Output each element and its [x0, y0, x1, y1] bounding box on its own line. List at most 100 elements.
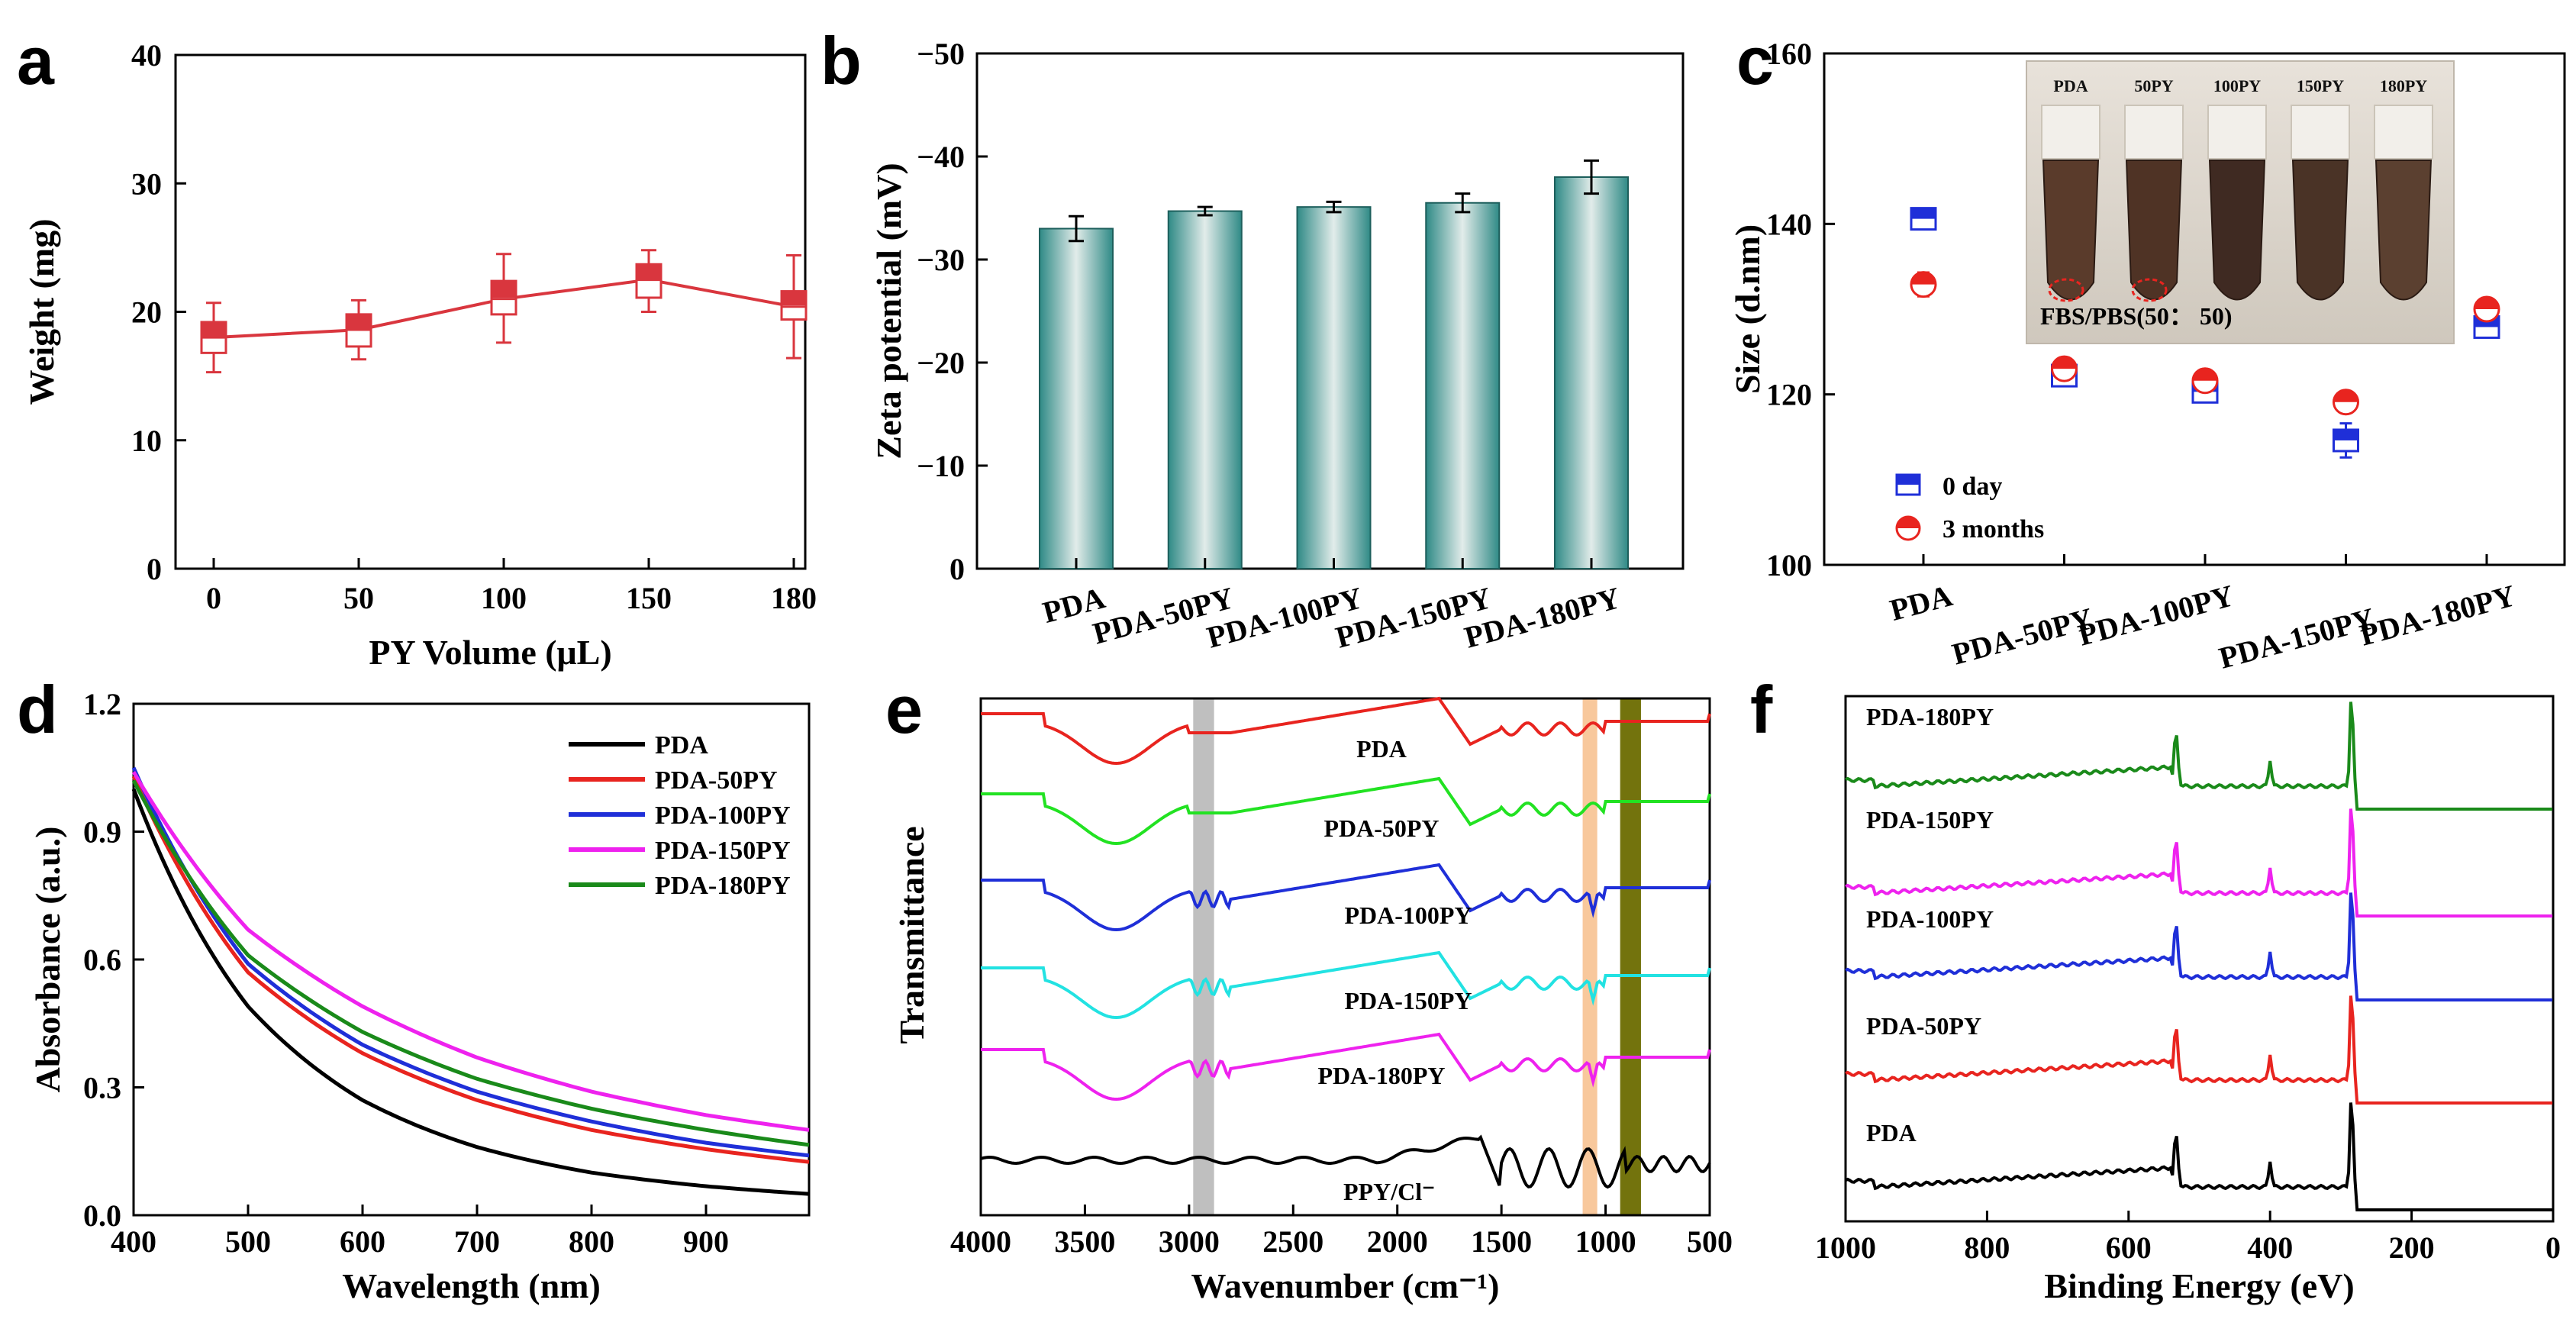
- y-tick-label: 0.9: [83, 815, 121, 850]
- absorbance-line: [131, 788, 810, 1196]
- box-fill: [782, 291, 806, 306]
- y-tick-label: 20: [131, 295, 162, 330]
- y-axis-label: Zeta potential (mV): [869, 163, 908, 459]
- panel-letter-e: e: [885, 672, 923, 747]
- x-tick-label: 0: [2545, 1230, 2561, 1265]
- absorbance-line: [131, 775, 810, 1164]
- box-fill: [202, 321, 226, 338]
- xps-spectrum: [1845, 701, 2553, 811]
- highlight-band: [1193, 698, 1214, 1215]
- x-axis-label: Wavelength (nm): [342, 1266, 601, 1305]
- tube-label: PDA: [2053, 76, 2088, 95]
- vial-body: [2291, 160, 2349, 301]
- panel-e: e 4000 3500 3000 2500 2000 1500 1000 500 Wavenumb…: [885, 672, 1733, 1305]
- y-tick-label: 0: [147, 552, 162, 586]
- tube-label: 50PY: [2134, 76, 2173, 95]
- y-tick-label: 0.3: [83, 1071, 121, 1105]
- x-tick-label: 200: [2389, 1230, 2435, 1265]
- spectrum-label: PDA-150PY: [1344, 987, 1472, 1014]
- vial-cap: [2291, 105, 2350, 160]
- y-tick-label: 40: [131, 38, 162, 73]
- y-tick-label: 10: [131, 424, 162, 458]
- x-tick-label: 3500: [1054, 1224, 1115, 1259]
- panel-e-frame: [979, 697, 1711, 1217]
- vial-cap: [2374, 105, 2433, 160]
- y-axis-label: Absorbance (a.u.): [28, 827, 67, 1093]
- x-tick-label: 0: [206, 581, 221, 615]
- vial-body: [2374, 160, 2433, 301]
- xps-label: PDA-100PY: [1866, 905, 1994, 933]
- x-tick-label: 500: [1687, 1224, 1733, 1259]
- x-tick-label: 50: [343, 581, 374, 615]
- y-tick-label: −50: [917, 37, 965, 71]
- ftir-spectrum-ppy: [980, 1134, 1711, 1189]
- x-tick-label: 4000: [950, 1224, 1011, 1259]
- legend-label-0-day: 0 day: [1942, 472, 2002, 501]
- x-tick-label: 1500: [1471, 1224, 1532, 1259]
- panel-c-frame: [1823, 52, 2566, 566]
- xps-label: PDA-180PY: [1866, 703, 1994, 731]
- y-tick-label: 120: [1766, 378, 1812, 412]
- x-tick-label: 1000: [1575, 1224, 1636, 1259]
- xps-spectrum: [1845, 1102, 2553, 1211]
- x-tick-label: PDA-50PY: [1949, 601, 2097, 671]
- legend-label: PDA: [655, 731, 708, 760]
- spectrum-label-ppy: PPY/Cl⁻: [1343, 1178, 1435, 1205]
- x-tick-label: PDA-100PY: [2075, 578, 2237, 653]
- x-tick-label: 2500: [1262, 1224, 1323, 1259]
- vial-cap: [2124, 105, 2184, 160]
- y-tick-label: −40: [917, 140, 965, 174]
- panel-f-frame: [1844, 695, 2555, 1223]
- panel-letter-a: a: [17, 23, 55, 98]
- y-tick-label: −20: [917, 346, 965, 380]
- y-tick-label: −30: [917, 243, 965, 277]
- y-tick-label: 0.0: [83, 1198, 121, 1233]
- x-tick-label: 180: [771, 581, 817, 615]
- absorbance-line: [131, 766, 810, 1158]
- x-tick-label: 800: [569, 1224, 614, 1259]
- precipitate-circle: [2048, 278, 2084, 302]
- xps-label: PDA-50PY: [1866, 1012, 1981, 1040]
- y-axis-label: Weight (mg): [22, 218, 61, 405]
- x-tick-label: 400: [2247, 1230, 2293, 1265]
- x-tick-label: 800: [1964, 1230, 2010, 1265]
- x-tick-label: 500: [225, 1224, 271, 1259]
- panel-letter-c: c: [1736, 23, 1774, 98]
- x-tick-label: 2000: [1367, 1224, 1428, 1259]
- x-axis-label: Wavenumber (cm⁻¹): [1191, 1266, 1500, 1305]
- panel-letter-d: d: [17, 672, 58, 747]
- marker-0-day-fill: [1911, 208, 1936, 219]
- legend-label-3-months: 3 months: [1942, 515, 2044, 543]
- tube-label: 100PY: [2213, 76, 2261, 95]
- box-fill: [492, 281, 516, 298]
- absorbance-line: [131, 779, 810, 1147]
- xps-spectrum: [1845, 892, 2553, 1001]
- y-tick-label: 0: [949, 552, 965, 586]
- x-tick-label: 600: [340, 1224, 385, 1259]
- bar: [1554, 176, 1629, 569]
- x-axis-label: PY Volume (μL): [369, 633, 611, 672]
- ftir-spectrum: [981, 950, 1711, 1020]
- x-axis-label: Binding Energy (eV): [2044, 1266, 2354, 1305]
- y-tick-label: 0.6: [83, 943, 121, 977]
- legend-label: PDA-100PY: [655, 801, 791, 830]
- x-tick-label: 400: [111, 1224, 156, 1259]
- box-fill: [637, 264, 661, 282]
- panel-letter-f: f: [1750, 672, 1773, 747]
- highlight-band: [1620, 698, 1641, 1215]
- bar: [1425, 202, 1501, 569]
- absorbance-line: [131, 771, 810, 1132]
- box-fill: [347, 314, 371, 331]
- panel-f: f 1000 800 600 400 200 0 Binding Energy (eV) PDA…: [1750, 672, 2561, 1305]
- legend-marker-0-day-fill: [1897, 475, 1920, 485]
- spectrum-label: PDA-50PY: [1323, 814, 1439, 842]
- x-tick-label: 150: [626, 581, 672, 615]
- vial-cap: [2041, 105, 2100, 160]
- spectrum-label: PDA: [1356, 735, 1407, 763]
- vial-cap: [2207, 105, 2267, 160]
- tube-label: 180PY: [2380, 76, 2427, 95]
- ftir-spectrum: [981, 696, 1711, 766]
- bar: [1296, 206, 1372, 569]
